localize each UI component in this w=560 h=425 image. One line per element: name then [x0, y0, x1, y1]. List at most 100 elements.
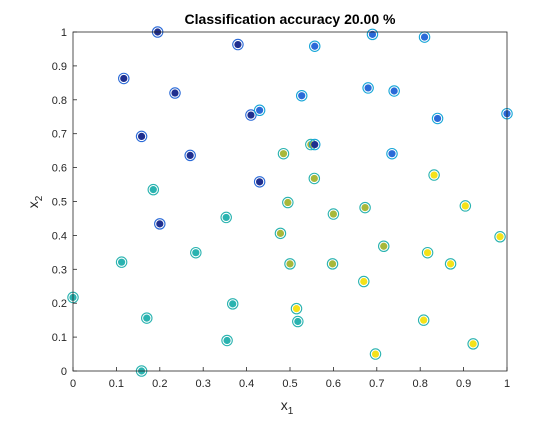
- point-inner-dot: [143, 314, 151, 322]
- point-inner-dot: [420, 33, 429, 41]
- point-inner-dot: [223, 336, 231, 345]
- point-outer-ring: [377, 240, 390, 252]
- x-axis-label-main: x: [281, 397, 288, 413]
- data-point: [431, 112, 444, 125]
- point-outer-ring: [232, 38, 244, 51]
- point-outer-ring: [141, 312, 153, 324]
- point-inner-dot: [430, 171, 438, 179]
- y-tick-label: 0.9: [52, 61, 67, 73]
- point-outer-ring: [190, 246, 202, 259]
- data-point: [467, 338, 479, 350]
- y-tick-label: 0.6: [52, 163, 67, 175]
- x-tick-label: 0: [70, 378, 76, 390]
- point-inner-dot: [388, 150, 396, 158]
- point-inner-dot: [256, 106, 264, 114]
- x-tick-label: 0.6: [326, 378, 341, 390]
- point-inner-dot: [368, 30, 377, 38]
- point-inner-dot: [390, 87, 398, 95]
- point-inner-dot: [284, 198, 292, 207]
- point-outer-ring: [282, 196, 294, 209]
- data-point: [308, 172, 321, 185]
- point-outer-ring: [327, 208, 340, 220]
- point-outer-ring: [115, 256, 128, 268]
- point-inner-dot: [361, 204, 369, 212]
- point-outer-ring: [290, 302, 303, 315]
- point-outer-ring: [366, 28, 379, 41]
- point-inner-dot: [120, 74, 128, 83]
- point-inner-dot: [420, 316, 428, 324]
- point-outer-ring: [169, 87, 181, 99]
- point-inner-dot: [222, 213, 230, 222]
- y-axis-label-main: x: [25, 201, 41, 208]
- point-outer-ring: [277, 147, 290, 160]
- point-inner-dot: [247, 111, 255, 119]
- point-inner-dot: [186, 151, 194, 159]
- point-outer-ring: [147, 183, 160, 196]
- y-axis-label-subscript: 2: [34, 195, 45, 201]
- point-outer-ring: [326, 258, 339, 270]
- point-outer-ring: [221, 334, 233, 347]
- data-point: [421, 246, 434, 259]
- point-outer-ring: [428, 169, 440, 181]
- point-inner-dot: [256, 178, 264, 186]
- data-point: [388, 85, 400, 97]
- point-outer-ring: [308, 172, 321, 185]
- data-point: [459, 200, 472, 212]
- data-point: [290, 302, 303, 315]
- y-ticks: 0 0.1 0.2 0.3 0.4 0.5 0.6 0.7 0.8 0.9 1: [52, 27, 77, 378]
- data-point: [308, 138, 321, 151]
- point-outer-ring: [359, 201, 371, 214]
- y-axis-label: x2: [25, 195, 45, 208]
- point-inner-dot: [292, 305, 301, 313]
- data-point: [190, 246, 202, 259]
- point-inner-dot: [118, 258, 126, 266]
- point-inner-dot: [433, 114, 442, 123]
- point-inner-dot: [496, 233, 504, 241]
- data-point: [282, 196, 294, 209]
- point-outer-ring: [253, 104, 266, 117]
- point-outer-ring: [362, 82, 374, 94]
- y-tick-label: 0: [61, 366, 67, 378]
- data-point: [115, 256, 128, 268]
- point-inner-dot: [328, 260, 337, 268]
- point-outer-ring: [444, 258, 457, 270]
- data-point: [292, 315, 304, 328]
- data-point: [226, 298, 239, 310]
- data-point: [295, 89, 308, 102]
- point-inner-dot: [371, 350, 380, 358]
- x-tick-label: 0.9: [456, 378, 471, 390]
- point-inner-dot: [137, 132, 146, 141]
- data-point: [326, 258, 339, 270]
- y-tick-label: 0.7: [52, 129, 67, 141]
- point-outer-ring: [421, 246, 434, 259]
- data-point: [141, 312, 153, 324]
- point-inner-dot: [360, 277, 368, 286]
- x-tick-label: 0.5: [282, 378, 297, 390]
- x-ticks: 0 0.1 0.2 0.3 0.4 0.5 0.6 0.7 0.8 0.9 1: [70, 367, 510, 390]
- x-tick-label: 0.4: [239, 378, 254, 390]
- point-outer-ring: [295, 89, 308, 102]
- y-tick-label: 1: [61, 27, 67, 39]
- point-outer-ring: [386, 147, 398, 160]
- point-outer-ring: [369, 348, 382, 360]
- point-inner-dot: [171, 89, 179, 97]
- chart-title: Classification accuracy 20.00 %: [185, 11, 396, 27]
- data-point: [232, 38, 244, 51]
- point-inner-dot: [469, 340, 477, 348]
- point-inner-dot: [229, 300, 237, 308]
- point-inner-dot: [423, 249, 432, 257]
- point-inner-dot: [294, 317, 302, 326]
- point-inner-dot: [446, 260, 455, 268]
- point-inner-dot: [311, 42, 319, 50]
- data-point: [386, 147, 398, 160]
- point-outer-ring: [459, 200, 472, 212]
- x-tick-label: 1: [504, 378, 510, 390]
- point-outer-ring: [226, 298, 239, 310]
- data-point: [358, 275, 370, 288]
- data-point: [274, 227, 287, 240]
- x-axis-label: x1: [281, 397, 294, 417]
- point-inner-dot: [279, 150, 288, 158]
- point-outer-ring: [358, 275, 370, 288]
- point-outer-ring: [388, 85, 400, 97]
